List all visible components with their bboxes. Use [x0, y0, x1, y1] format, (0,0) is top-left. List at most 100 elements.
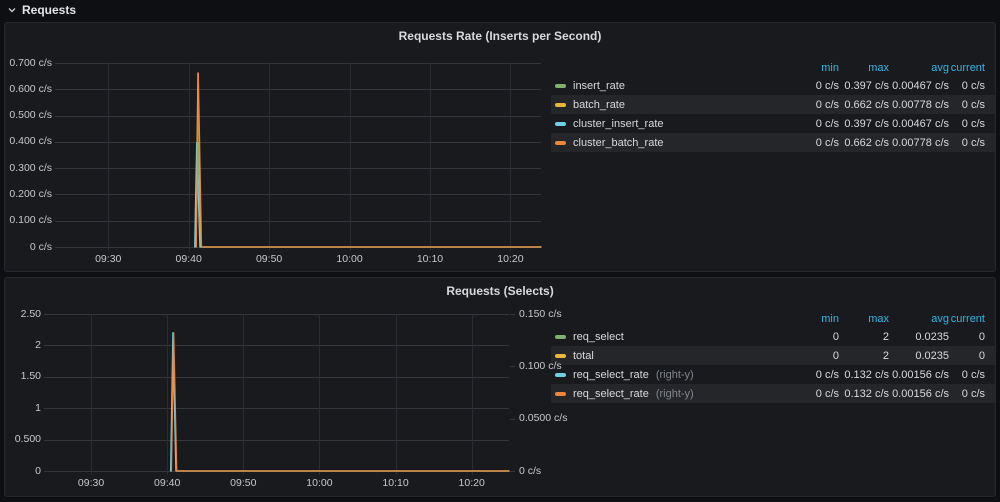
legend-col-current[interactable]: current — [950, 62, 985, 74]
x-axis-tick-label: 09:30 — [95, 253, 122, 265]
series-color-swatch — [555, 83, 566, 88]
series-line-req_select_rate — [169, 332, 510, 472]
legend-col-max[interactable]: max — [868, 62, 889, 74]
y-axis-tick-label: 0.500 c/s — [9, 109, 52, 122]
legend-series-toggle[interactable]: batch_rate — [551, 99, 789, 111]
y-axis-tick-label: 0.400 c/s — [9, 135, 52, 148]
legend-col-avg[interactable]: avg — [931, 62, 949, 74]
legend-current-value: 0 c/s — [961, 136, 985, 149]
series-color-swatch — [555, 372, 566, 377]
legend-series-toggle[interactable]: cluster_batch_rate — [551, 137, 789, 149]
series-name: total — [573, 349, 594, 362]
y-axis-tick-label: 1 — [35, 401, 41, 414]
series-name: batch_rate — [573, 98, 625, 111]
legend-avg-value: 0.00156 c/s — [892, 387, 949, 400]
y-axis-tick-label: 0.100 c/s — [9, 214, 52, 227]
legend-min-value: 0 c/s — [815, 136, 839, 149]
legend-table-requests-rate: min max avg current insert_rate 0 c/s 0.… — [551, 60, 995, 152]
legend-max-value: 0.662 c/s — [844, 136, 889, 149]
panel-title-requests-rate[interactable]: Requests Rate (Inserts per Second) — [398, 29, 602, 43]
legend-min-value: 0 c/s — [815, 387, 839, 400]
legend-max-value: 2 — [882, 349, 889, 362]
series-name: req_select_rate — [573, 387, 649, 400]
x-axis-tick-label: 09:50 — [230, 477, 257, 489]
legend-current-value: 0 c/s — [961, 79, 985, 92]
legend-current-value: 0 c/s — [961, 117, 985, 130]
panel-requests-rate: Requests Rate (Inserts per Second) min m… — [4, 22, 996, 272]
right-y-axis-tick-label: 0.100 c/s — [519, 359, 562, 372]
legend-row: req_select_rate (right-y) 0 c/s 0.132 c/… — [551, 365, 995, 384]
y-axis-tick-label: 2.50 — [20, 307, 41, 320]
legend-current-value: 0 c/s — [961, 98, 985, 111]
legend-series-toggle[interactable]: insert_rate — [551, 80, 789, 92]
legend-max-value: 0.662 c/s — [844, 98, 889, 111]
y-axis-tick-label: 1.50 — [20, 370, 41, 383]
legend-col-max[interactable]: max — [868, 313, 889, 325]
panel-title-requests-selects[interactable]: Requests (Selects) — [446, 284, 554, 298]
legend-min-value: 0 — [832, 330, 839, 343]
y-axis-tick-label: 2 — [35, 338, 41, 351]
chart-canvas-requests-rate[interactable] — [5, 23, 995, 271]
series-name: cluster_batch_rate — [573, 136, 664, 149]
legend-max-value: 0.132 c/s — [844, 387, 889, 400]
legend-row: total 0 2 0.0235 0 — [551, 346, 995, 365]
legend-min-value: 0 c/s — [815, 98, 839, 111]
legend-min-value: 0 — [832, 349, 839, 362]
legend-table-requests-selects: min max avg current req_select 0 2 0.023… — [551, 311, 995, 403]
series-color-swatch — [555, 102, 566, 107]
right-y-axis-tick-label: 0.0500 c/s — [519, 412, 568, 425]
right-y-axis-tick-label: 0.150 c/s — [519, 307, 562, 320]
legend-series-toggle[interactable]: req_select — [551, 331, 789, 343]
series-line-batch_rate — [195, 72, 542, 248]
legend-max-value: 2 — [882, 330, 889, 343]
gridlines — [44, 314, 515, 475]
legend-col-avg[interactable]: avg — [931, 313, 949, 325]
legend-row: cluster_batch_rate 0 c/s 0.662 c/s 0.007… — [551, 133, 995, 152]
x-axis-tick-label: 09:30 — [77, 477, 105, 489]
x-axis-tick-label: 10:00 — [336, 253, 363, 265]
x-axis-tick-label: 10:10 — [416, 253, 444, 265]
legend-avg-value: 0.00156 c/s — [892, 368, 949, 381]
legend-series-toggle[interactable]: cluster_insert_rate — [551, 118, 789, 130]
series-suffix: (right-y) — [655, 368, 694, 381]
series-color-swatch — [555, 391, 566, 396]
legend-current-value: 0 — [978, 330, 985, 343]
y-axis-tick-label: 0 — [35, 464, 41, 477]
right-y-axis-tick-label: 0 c/s — [519, 464, 542, 477]
legend-series-toggle[interactable]: total — [551, 350, 789, 362]
row-header-requests[interactable]: Requests — [0, 0, 1000, 20]
legend-series-toggle[interactable]: req_select_rate (right-y) — [551, 369, 789, 381]
gridlines — [55, 63, 541, 251]
series-color-swatch — [555, 121, 566, 126]
legend-avg-value: 0.00778 c/s — [892, 136, 949, 149]
legend-row: req_select_rate (right-y) 0 c/s 0.132 c/… — [551, 384, 995, 403]
legend-col-current[interactable]: current — [950, 313, 985, 325]
series-name: insert_rate — [573, 79, 625, 92]
panel-requests-selects: Requests (Selects) min max avg current r… — [4, 277, 996, 497]
legend-col-min[interactable]: min — [821, 313, 839, 325]
series-color-swatch — [555, 334, 566, 339]
legend-max-value: 0.132 c/s — [844, 368, 889, 381]
y-axis-tick-label: 0.300 c/s — [9, 161, 52, 174]
x-axis-tick-label: 10:20 — [497, 253, 524, 265]
legend-current-value: 0 c/s — [961, 387, 985, 400]
legend-avg-value: 0.0235 — [915, 349, 949, 362]
legend-series-toggle[interactable]: req_select_rate (right-y) — [551, 388, 789, 400]
legend-row: req_select 0 2 0.0235 0 — [551, 327, 995, 346]
legend-avg-value: 0.00467 c/s — [892, 117, 949, 130]
series-suffix: (right-y) — [655, 387, 694, 400]
series-color-swatch — [555, 140, 566, 145]
legend-avg-value: 0.00778 c/s — [892, 98, 949, 111]
legend-row: insert_rate 0 c/s 0.397 c/s 0.00467 c/s … — [551, 76, 995, 95]
series-name: cluster_insert_rate — [573, 117, 664, 130]
legend-max-value: 0.397 c/s — [844, 79, 889, 92]
chart-canvas-requests-selects[interactable] — [5, 278, 995, 496]
legend-col-min[interactable]: min — [821, 62, 839, 74]
legend-row: cluster_insert_rate 0 c/s 0.397 c/s 0.00… — [551, 114, 995, 133]
legend-avg-value: 0.00467 c/s — [892, 79, 949, 92]
legend-max-value: 0.397 c/s — [844, 117, 889, 130]
x-axis-tick-label: 10:10 — [382, 477, 409, 489]
series-line-cluster_batch_rate — [195, 72, 542, 248]
series-name: req_select_rate — [573, 368, 649, 381]
legend-header-row: min max avg current — [551, 60, 995, 76]
